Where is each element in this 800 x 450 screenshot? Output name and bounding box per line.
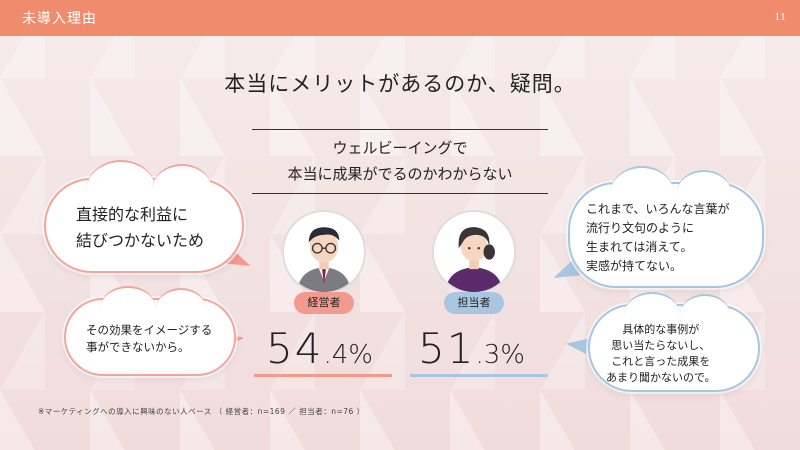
bubble-line: 流行り文句のように [586, 221, 695, 235]
bubble-line: 結びつかないため [76, 231, 205, 250]
bubble-line: あまり聞かないので。 [606, 371, 716, 384]
divider-bottom [252, 193, 548, 194]
businessman-icon [284, 212, 364, 292]
speech-bubble-left-small [64, 286, 236, 376]
staff-percentage: 51.3% [418, 324, 525, 373]
bubble-line: これと言った成果を [611, 355, 711, 368]
bubble-line: 生まれては消えて。 [586, 240, 693, 254]
executive-percentage: 54.4% [266, 324, 373, 373]
executive-value-int: 54 [266, 324, 324, 373]
speech-bubble-left-big [44, 160, 244, 273]
bubble-line: その効果をイメージする [86, 323, 213, 337]
staff-value-int: 51 [418, 324, 476, 373]
staff-value-dec: .3% [475, 340, 525, 370]
executive-label: 経営者 [294, 292, 354, 314]
page-number: 11 [774, 13, 786, 23]
executive-underline [254, 374, 392, 377]
staff-avatar [432, 210, 516, 294]
bubble-line: 具体的な事例が [622, 323, 700, 336]
bubble-line: 思い当たらないし、 [611, 339, 711, 352]
divider-top [252, 129, 548, 130]
executive-avatar [282, 210, 366, 294]
staff-label: 担当者 [444, 292, 504, 314]
bubble-line: これまで、いろんな言葉が [586, 202, 730, 216]
bubble-text-left-big: 直接的な利益に 結びつかないため [76, 202, 204, 254]
executive-value-dec: .4% [323, 340, 373, 370]
survey-question: ウェルビーイングで 本当に成果がでるのかわからない [252, 135, 548, 187]
question-line-2: 本当に成果がでるのかわからない [287, 165, 513, 183]
speech-bubble-right-small [588, 292, 760, 392]
staff-woman-icon [434, 212, 514, 292]
header-bar: 未導入理由 11 [0, 0, 800, 36]
question-line-1: ウェルビーイングで [332, 139, 468, 157]
headline: 本当にメリットがあるのか、疑問。 [224, 72, 576, 96]
footnote: ※マーケティングへの導入に興味のない人ベース （ 経営者：n=169 ／ 担当者… [38, 407, 365, 416]
bubble-text-right-big: これまで、いろんな言葉が 流行り文句のように 生まれては消えて。 実感が持てない… [586, 200, 730, 276]
slide-title: 未導入理由 [22, 11, 97, 27]
staff-underline [410, 374, 548, 377]
bubble-text-right-small: 具体的な事例が 思い当たらないし、 これと言った成果を あまり聞かないので。 [606, 322, 716, 386]
bubble-line: 実感が持てない。 [586, 259, 683, 273]
bubble-text-left-small: その効果をイメージする 事ができないから。 [86, 322, 212, 356]
bubble-line: 事ができないから。 [86, 340, 190, 354]
speech-bubble-right-big [568, 166, 764, 288]
bubble-line: 直接的な利益に [76, 205, 189, 224]
